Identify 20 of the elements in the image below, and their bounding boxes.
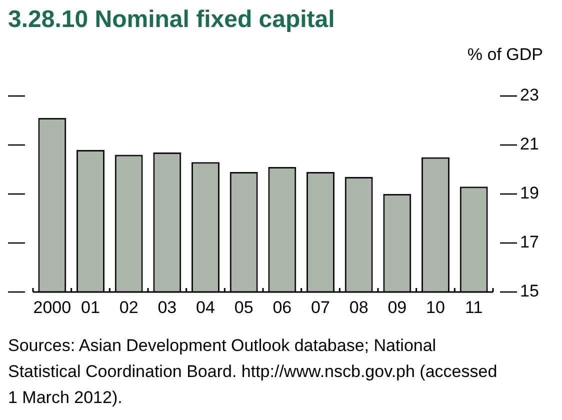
x-tick-label: 10 bbox=[426, 298, 445, 317]
x-tick-label: 05 bbox=[234, 298, 254, 317]
x-tick-label: 02 bbox=[119, 298, 138, 317]
y-axis-title: % of GDP bbox=[467, 45, 543, 65]
x-tick-label: 08 bbox=[349, 298, 368, 317]
source-note: Sources: Asian Development Outlook database; National Statistical Coordination Board. http://www.nscb.gov.ph (accessed 1 March 2012). bbox=[8, 335, 498, 409]
y-tick-label: 19 bbox=[520, 184, 539, 203]
x-tick-label: 03 bbox=[158, 298, 177, 317]
x-tick-label: 2000 bbox=[33, 298, 72, 317]
y-tick-label: 17 bbox=[520, 232, 539, 252]
y-tick-label: 21 bbox=[520, 134, 539, 154]
x-tick-label: 06 bbox=[272, 298, 292, 317]
x-tick-label: 11 bbox=[465, 298, 483, 317]
x-tick-label: 01 bbox=[81, 298, 100, 317]
x-tick-label: 04 bbox=[196, 298, 215, 317]
chart-title: 3.28.10 Nominal fixed capital bbox=[8, 6, 335, 34]
x-tick-label: 07 bbox=[311, 298, 330, 317]
y-tick-label: 23 bbox=[520, 86, 539, 105]
y-tick-label: 15 bbox=[520, 282, 539, 301]
x-tick-label: 09 bbox=[388, 298, 407, 317]
